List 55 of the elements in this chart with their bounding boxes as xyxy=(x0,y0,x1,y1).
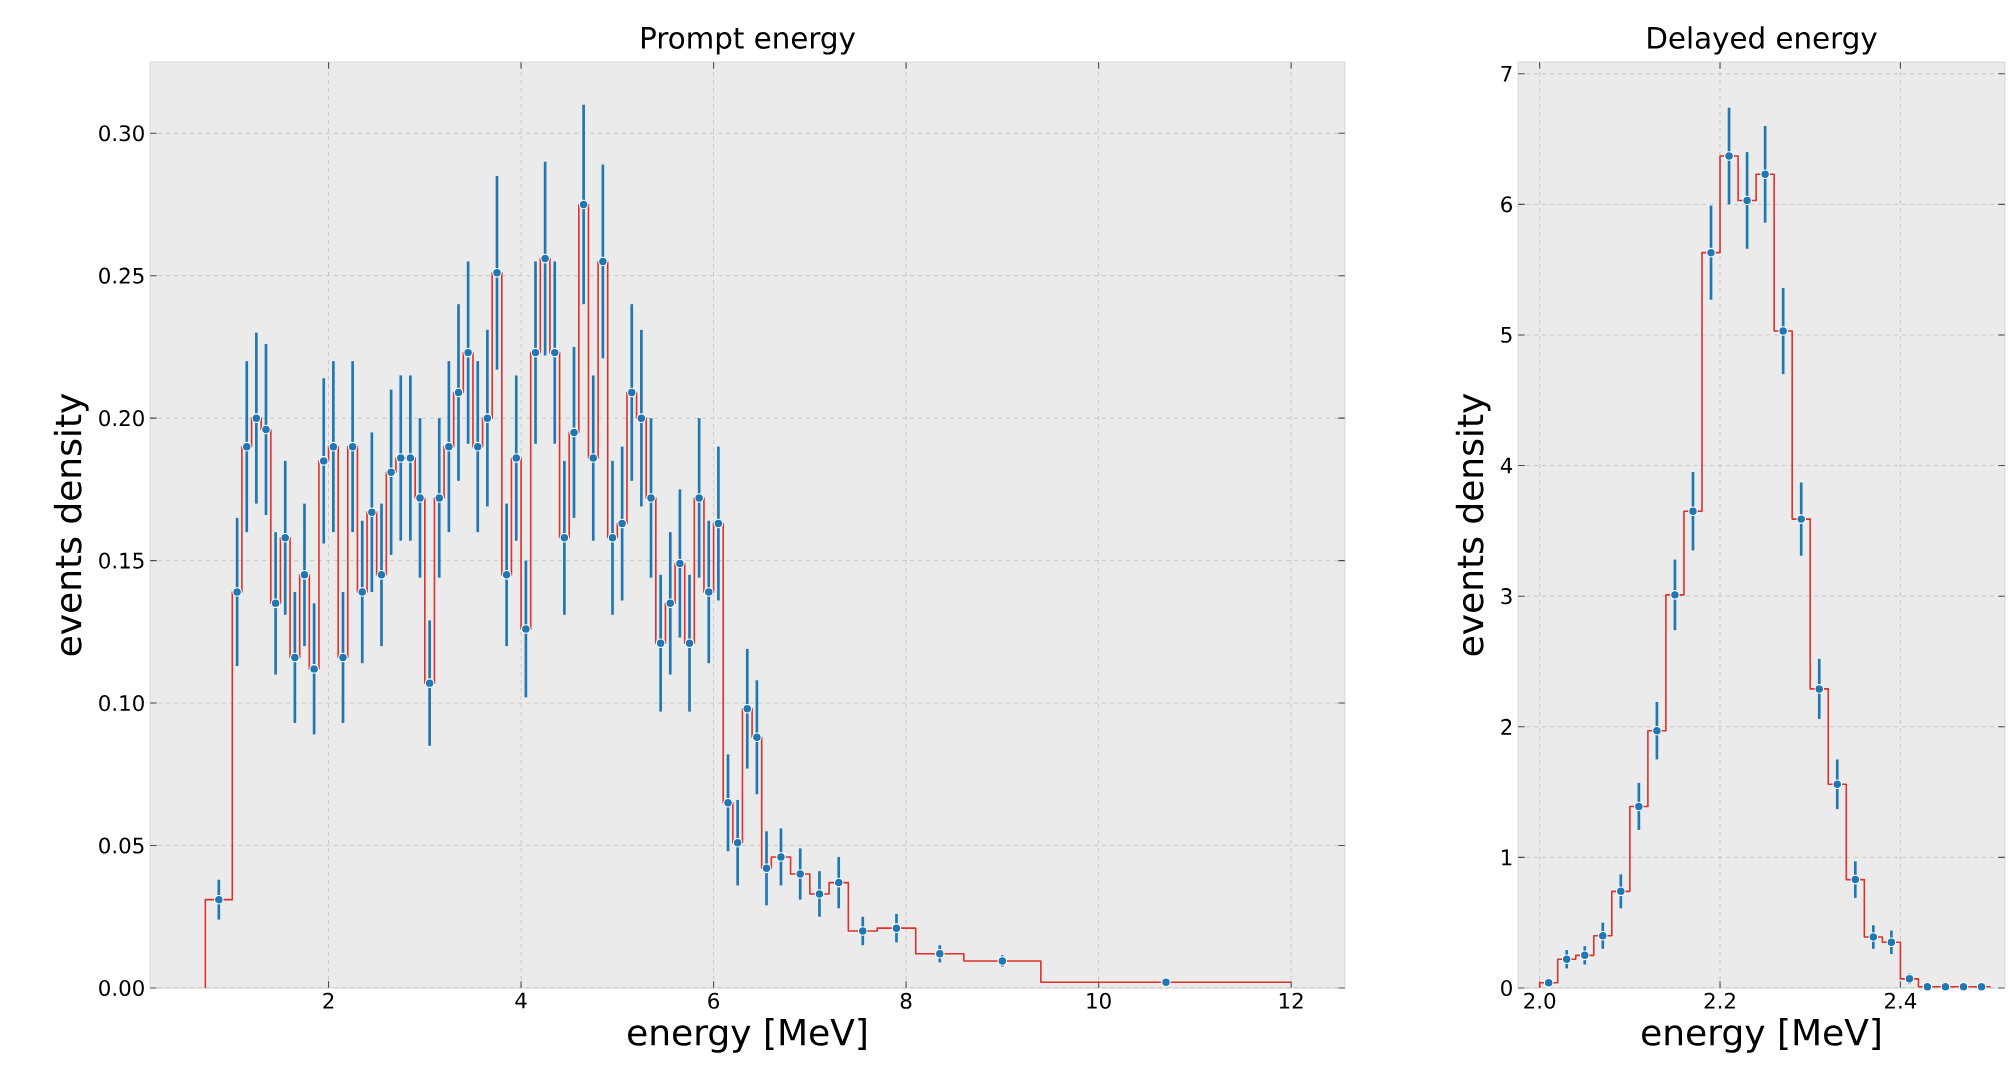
point xyxy=(1796,514,1807,524)
x-tick-label: 4 xyxy=(515,992,527,1009)
y-tick-label: 1 xyxy=(1502,849,1512,866)
point xyxy=(1543,977,1554,988)
x-tick-label: 2.0 xyxy=(1524,992,1556,1009)
point xyxy=(1850,874,1861,885)
point xyxy=(1652,725,1662,736)
point xyxy=(1597,930,1608,941)
point xyxy=(1778,326,1788,336)
point xyxy=(1634,801,1644,812)
x-tick-label: 2 xyxy=(323,992,334,1009)
y-tick-label: 6 xyxy=(1501,196,1512,213)
point xyxy=(1886,937,1897,948)
point xyxy=(1706,247,1716,258)
point xyxy=(1976,981,1987,992)
y-tick-label: 7 xyxy=(1501,65,1512,82)
x-axis-title: energy [MeV] xyxy=(1642,1018,1880,1053)
x-axis-title: energy [MeV] xyxy=(628,1018,866,1053)
y-axis-title: events density xyxy=(53,393,89,656)
x-tick-label: 6 xyxy=(708,992,720,1009)
point xyxy=(1868,932,1879,942)
y-tick-label: 0.10 xyxy=(99,695,144,712)
x-tick-label: 12 xyxy=(1279,992,1303,1009)
y-tick-label: 2 xyxy=(1501,718,1512,735)
y-tick-label: 0.15 xyxy=(99,552,144,569)
y-tick-label: 0.25 xyxy=(99,267,144,284)
point xyxy=(1688,506,1698,517)
y-tick-label: 0.05 xyxy=(99,837,144,854)
chart-title: Delayed energy xyxy=(1648,26,1877,55)
point xyxy=(1940,981,1951,992)
point xyxy=(1579,950,1590,961)
y-tick-label: 0 xyxy=(1501,979,1512,997)
y-tick-label: 0.30 xyxy=(99,125,144,142)
x-tick-label: 2.2 xyxy=(1704,992,1735,1009)
y-tick-label: 5 xyxy=(1501,327,1512,343)
y-tick-label: 3 xyxy=(1501,588,1512,605)
point xyxy=(1616,886,1626,897)
point xyxy=(1561,954,1572,965)
x-tick-label: 10 xyxy=(1087,992,1111,1009)
y-axis-title: events density xyxy=(1455,393,1491,656)
point xyxy=(1958,981,1969,992)
point xyxy=(1760,169,1770,180)
point xyxy=(1724,151,1734,161)
x-tick-label: 2.4 xyxy=(1885,992,1917,1009)
x-tick-label: 8 xyxy=(900,992,912,1009)
point xyxy=(1742,195,1752,206)
point xyxy=(1832,779,1843,790)
point xyxy=(1670,590,1680,600)
chart-title: Prompt energy xyxy=(642,27,856,55)
y-tick-label: 0.20 xyxy=(99,410,144,427)
y-tick-label: 4 xyxy=(1500,457,1513,474)
point xyxy=(1904,974,1915,984)
point xyxy=(1922,981,1933,992)
point xyxy=(1814,684,1825,694)
y-tick-label: 0.00 xyxy=(99,979,144,997)
